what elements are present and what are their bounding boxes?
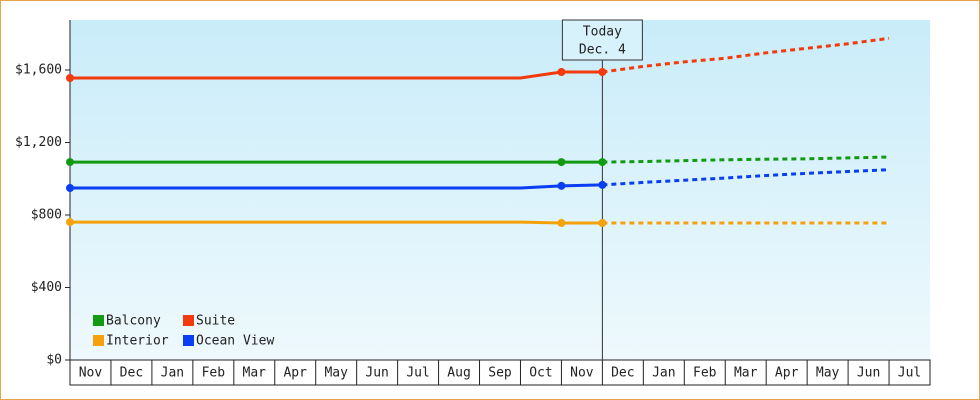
x-tick-label: Jul [898, 366, 921, 381]
today-date: Dec. 4 [579, 43, 626, 58]
legend-swatch [93, 315, 104, 326]
point [598, 218, 607, 227]
forecast-line [602, 155, 890, 164]
point [66, 218, 74, 227]
today-label: Today [583, 25, 622, 40]
x-tick-label: Jan [652, 366, 675, 381]
legend-swatch [93, 335, 104, 346]
x-tick-label: Sep [488, 366, 512, 381]
legend-swatch [183, 335, 194, 346]
legend-label: Ocean View [196, 334, 274, 349]
forecast-line [602, 168, 890, 187]
x-tick-label: Nov [79, 366, 103, 381]
x-tick-label: Dec [611, 366, 634, 381]
y-tick-label: $400 [31, 280, 62, 295]
x-tick-label: Jun [365, 366, 388, 381]
x-tick-label: Nov [570, 366, 594, 381]
y-tick-label: $1,200 [15, 135, 62, 150]
y-tick-label: $1,600 [15, 63, 62, 78]
point [557, 218, 566, 227]
point [598, 68, 607, 77]
x-tick-label: May [816, 366, 840, 381]
x-tick-label: Feb [202, 366, 226, 381]
x-tick-label: Jul [406, 366, 429, 381]
legend-label: Balcony [106, 314, 161, 329]
point [66, 158, 74, 167]
point [66, 73, 74, 82]
point [557, 68, 566, 77]
series-line [70, 70, 603, 80]
x-tick-label: Feb [693, 366, 717, 381]
plot-area [70, 20, 930, 360]
point [557, 181, 566, 190]
x-tick-label: Apr [283, 366, 307, 381]
point [598, 158, 607, 167]
series-line [70, 183, 603, 190]
point [598, 180, 607, 189]
legend-label: Interior [106, 334, 169, 349]
x-tick-label: Aug [447, 366, 470, 381]
y-tick-label: $0 [46, 353, 62, 368]
y-tick-label: $800 [31, 208, 62, 223]
x-tick-label: Jun [857, 366, 880, 381]
point [66, 184, 74, 193]
legend-label: Suite [196, 314, 235, 329]
legend-swatch [183, 315, 194, 326]
x-tick-label: Apr [775, 366, 799, 381]
x-tick-label: Jan [161, 366, 184, 381]
x-tick-label: Dec [120, 366, 143, 381]
x-tick-label: Mar [243, 366, 267, 381]
x-tick-label: Oct [529, 366, 552, 381]
today-box [561, 19, 643, 61]
forecast-line [602, 36, 890, 74]
x-axis-row [69, 359, 931, 386]
series-line [70, 220, 603, 225]
x-tick-label: May [324, 366, 348, 381]
x-tick-label: Mar [734, 366, 758, 381]
point [557, 158, 566, 167]
